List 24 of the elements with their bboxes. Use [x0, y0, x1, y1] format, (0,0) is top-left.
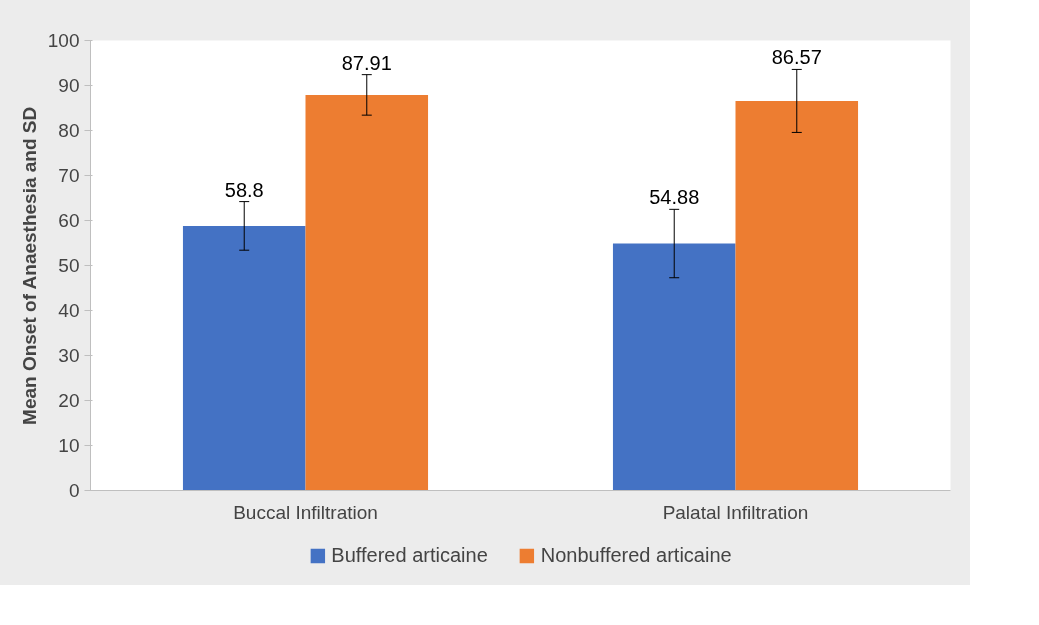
y-tick-label: 100 — [47, 30, 80, 51]
data-label: 58.8 — [224, 178, 264, 201]
data-label: 54.88 — [649, 186, 700, 209]
bar — [612, 243, 736, 491]
x-tick-label: Buccal Infiltration — [233, 501, 378, 523]
bar — [305, 94, 429, 491]
data-label: 87.91 — [341, 51, 392, 74]
y-tick-label: 80 — [58, 120, 80, 141]
y-tick-label: 50 — [58, 255, 80, 276]
bar — [735, 100, 859, 491]
x-tick-label: Palatal Infiltration — [662, 501, 809, 523]
y-axis-title: Mean Onset of Anaesthesia and SD — [18, 106, 40, 425]
data-label: 86.57 — [771, 46, 822, 69]
y-tick-label: 30 — [58, 345, 80, 366]
y-tick-label: 0 — [68, 480, 80, 501]
y-tick-label: 70 — [58, 165, 80, 186]
legend-label: Buffered articaine — [331, 543, 488, 567]
y-tick-label: 90 — [58, 75, 80, 96]
legend-label: Nonbuffered articaine — [540, 543, 732, 567]
y-tick-label: 40 — [58, 300, 80, 321]
y-tick-label: 20 — [58, 390, 80, 411]
y-tick-label: 10 — [58, 435, 80, 456]
bar — [182, 225, 306, 491]
y-tick-label: 60 — [58, 210, 80, 231]
